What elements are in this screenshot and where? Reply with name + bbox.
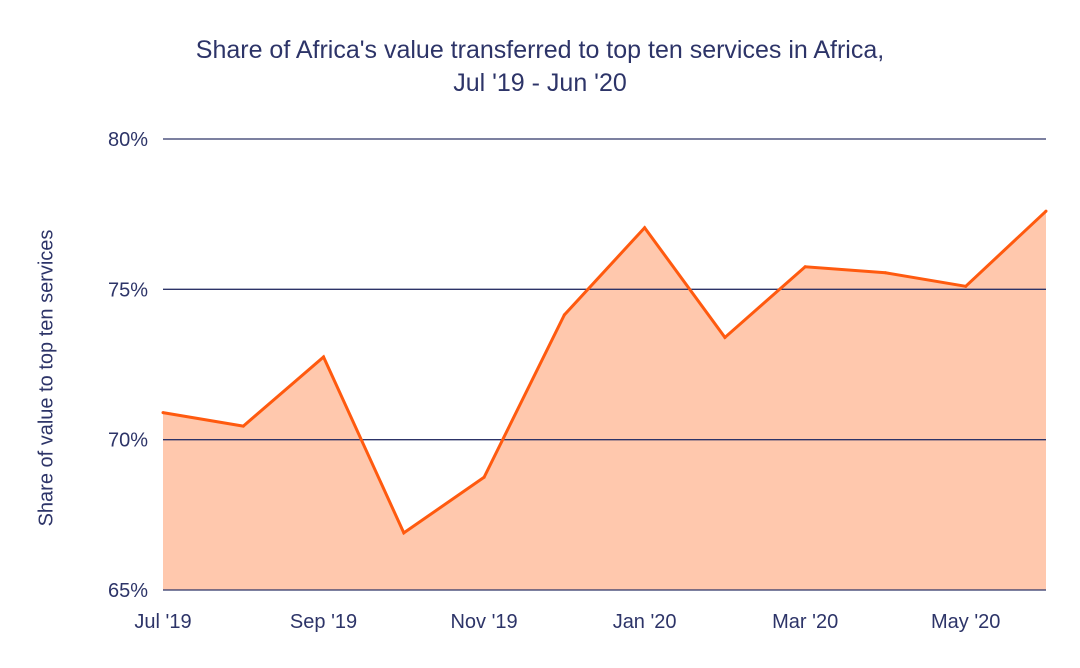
data-point-10 (964, 284, 968, 288)
data-point-11 (1044, 209, 1048, 213)
data-point-8 (803, 265, 807, 269)
y-tick-label-70: 70% (108, 430, 148, 452)
data-point-0 (161, 411, 165, 415)
data-point-4 (482, 475, 486, 479)
y-tick-label-75: 75% (108, 279, 148, 301)
x-tick-label-10: May '20 (931, 611, 1000, 633)
data-point-1 (241, 424, 245, 428)
data-point-7 (723, 335, 727, 339)
x-tick-label-8: Mar '20 (772, 611, 838, 633)
y-tick-label-80: 80% (108, 129, 148, 151)
chart-title-line-2: Jul '19 - Jun '20 (453, 69, 627, 97)
chart-title: Share of Africa's value transferred to t… (0, 34, 1080, 100)
x-tick-label-6: Jan '20 (613, 611, 677, 633)
chart-title-line-1: Share of Africa's value transferred to t… (195, 36, 885, 64)
data-point-3 (402, 531, 406, 535)
x-tick-label-4: Nov '19 (450, 611, 517, 633)
area-fill (163, 211, 1046, 590)
data-point-6 (643, 226, 647, 230)
y-tick-label-65: 65% (108, 580, 148, 602)
data-point-2 (322, 355, 326, 359)
series-line (162, 210, 1048, 536)
x-tick-label-2: Sep '19 (290, 611, 357, 633)
data-point-9 (883, 271, 887, 275)
data-point-5 (562, 313, 566, 317)
x-tick-label-0: Jul '19 (134, 611, 191, 633)
